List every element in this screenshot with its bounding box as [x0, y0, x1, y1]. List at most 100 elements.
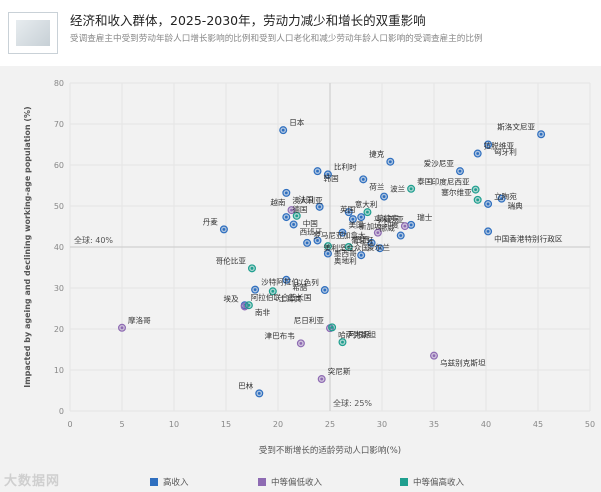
point-label: 韩国: [324, 173, 339, 183]
data-point-core: [539, 132, 543, 136]
watermark: 大数据网: [4, 474, 61, 489]
point-label: 突尼斯: [328, 366, 351, 376]
point-label: 土耳其: [279, 293, 302, 303]
data-point-core: [409, 223, 413, 227]
point-label: 中国香港特别行政区: [494, 233, 563, 243]
reference-label-y: 全球: 40%: [74, 235, 113, 245]
x-axis-label: 受到不断增长的适龄劳动人口影响(%): [259, 445, 401, 456]
point-label: 爱沙尼亚: [424, 159, 455, 168]
data-point-core: [250, 266, 254, 270]
y-tick-label: 20: [54, 325, 64, 334]
data-point-core: [378, 246, 382, 250]
point-label: 希腊: [292, 282, 308, 292]
legend-item-lower-middle-income: 中等偏低收入: [258, 476, 322, 488]
point-label: 波兰: [390, 184, 406, 194]
point-label: 澳大利亚: [292, 195, 323, 205]
x-tick-label: 35: [429, 420, 439, 429]
data-point-core: [486, 202, 490, 206]
point-label: 意大利: [355, 199, 378, 209]
data-point-core: [330, 325, 334, 329]
point-label: 越南: [270, 197, 286, 207]
data-point-core: [284, 215, 288, 219]
data-point-core: [316, 169, 319, 173]
reference-label-x: 全球: 25%: [333, 398, 372, 408]
data-point-core: [376, 231, 380, 235]
data-point-core: [366, 210, 369, 214]
point-label: 阿根廷: [348, 329, 371, 339]
point-label: 立陶宛: [494, 191, 517, 201]
point-label: 荷兰: [369, 181, 385, 191]
data-point-core: [318, 205, 321, 209]
point-label: 美利坚合众国: [324, 242, 370, 252]
point-label: 巴林: [238, 380, 254, 390]
point-label: 南非: [255, 307, 271, 317]
x-tick-label: 45: [533, 420, 543, 429]
data-point-core: [284, 278, 288, 282]
point-label: 日本: [289, 117, 305, 127]
data-point-core: [323, 288, 327, 292]
y-tick-label: 60: [54, 161, 64, 170]
data-point-core: [399, 234, 403, 237]
header: 经济和收入群体，2025-2030年，劳动力减少和增长的双重影响 受调查雇主中受…: [0, 0, 601, 66]
x-tick-label: 30: [377, 420, 387, 429]
y-tick-label: 70: [54, 120, 64, 129]
y-axis-label: Impacted by ageing and declining working…: [23, 106, 32, 387]
data-point-core: [486, 143, 490, 146]
point-label: 墨西哥: [334, 249, 357, 258]
chart-title: 经济和收入群体，2025-2030年，劳动力减少和增长的双重影响: [70, 13, 426, 28]
point-label: 挪威: [380, 223, 396, 233]
x-tick-label: 15: [221, 420, 231, 429]
data-point-core: [326, 173, 330, 176]
point-label: 印度: [384, 220, 400, 230]
data-point-core: [347, 245, 351, 249]
legend-label-lower-middle-income: 中等偏低收入: [271, 478, 323, 488]
point-label: 马来西亚: [373, 215, 404, 224]
data-point-core: [299, 341, 303, 345]
data-point-core: [316, 239, 319, 242]
data-point-core: [486, 230, 490, 233]
point-label: 沙特阿拉伯: [261, 277, 299, 287]
report-logo-icon: [8, 12, 58, 54]
legend-swatch-high-income: [150, 478, 158, 486]
point-label: 拉脱维亚: [484, 141, 515, 151]
point-label: 德国: [292, 204, 307, 214]
point-label: 摩洛哥: [128, 315, 151, 325]
point-label: 泰国: [417, 176, 432, 186]
point-label: 哈萨克斯坦: [338, 329, 376, 339]
data-point-core: [370, 241, 373, 245]
data-point-core: [388, 160, 392, 164]
data-point-core: [281, 128, 285, 132]
point-label: 瑞士: [417, 212, 433, 222]
y-tick-label: 30: [54, 284, 64, 293]
chart-subtitle: 受调查雇主中受到劳动年龄人口增长影响的比例和受到人口老化和减少劳动年龄人口影响的…: [70, 34, 483, 44]
point-label: 哥伦比亚: [216, 255, 247, 265]
chart-area: 0 5 10 15 20 25 30 35 40 45 50 0 10 20 30 40 50 60 70 80 全球:…: [0, 66, 601, 492]
point-label: 罗马尼亚: [313, 231, 344, 240]
legend-swatch-lower-middle-income: [258, 478, 266, 486]
data-point-core: [474, 188, 477, 191]
data-point-core: [271, 289, 275, 293]
point-label: 瑞典: [508, 201, 524, 211]
point-label: 斯洛文尼亚: [497, 121, 535, 131]
point-label: 爱尔兰: [367, 242, 390, 252]
point-label: 新加坡: [359, 221, 382, 231]
point-label: 塞尔维亚: [441, 187, 472, 197]
data-point-core: [432, 354, 436, 358]
point-label: 奥地利: [334, 256, 357, 266]
data-point-core: [284, 191, 288, 195]
x-tick-label: 0: [67, 420, 72, 429]
point-label: 丹麦: [203, 216, 219, 226]
point-label: 葡萄牙: [351, 235, 374, 245]
point-label: 英国: [340, 204, 355, 214]
data-point-core: [347, 210, 351, 214]
y-tick-label: 80: [54, 79, 64, 88]
legend-swatch-upper-middle-income: [400, 478, 408, 486]
legend-item-high-income: 高收入: [150, 476, 189, 488]
data-point-core: [476, 198, 480, 202]
data-point-core: [120, 326, 124, 330]
point-label: 捷克: [369, 149, 385, 159]
x-tick-label: 5: [119, 420, 124, 429]
point-label: 埃及: [224, 293, 240, 303]
x-tick-label: 25: [325, 420, 335, 429]
data-point-core: [326, 252, 330, 255]
